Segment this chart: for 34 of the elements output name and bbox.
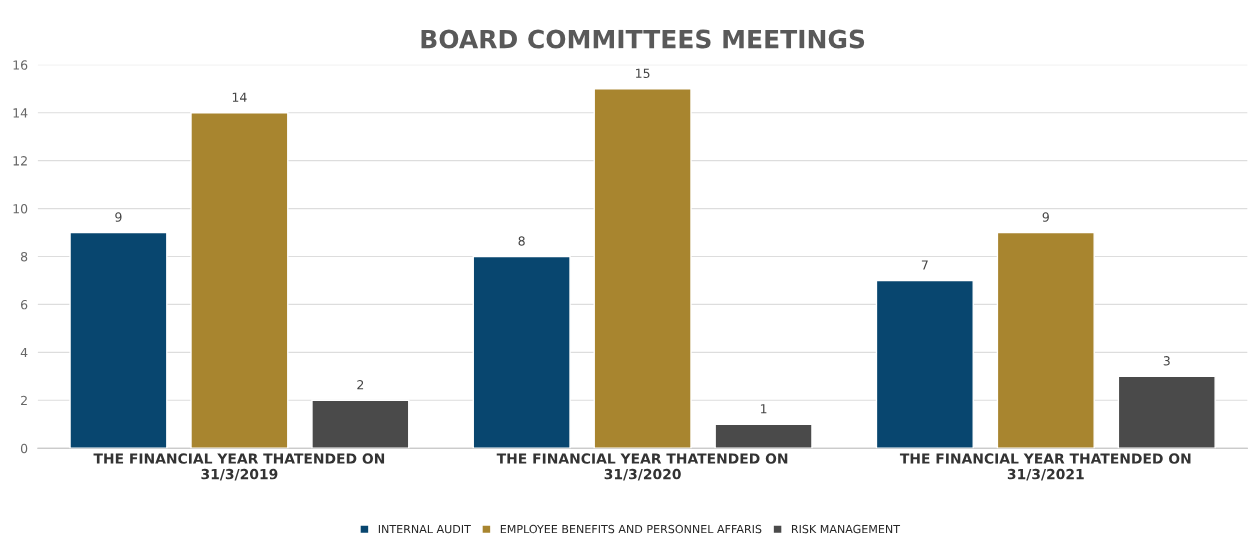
- bar: [69, 231, 168, 449]
- bar: [190, 112, 289, 449]
- bar: [472, 255, 571, 449]
- y-tick-label: 8: [20, 251, 28, 262]
- legend-label: RISK MANAGEMENT: [791, 524, 901, 534]
- bar: [714, 423, 813, 449]
- x-tick-label: THE FINANCIAL YEAR THATENDED ON 31/3/2019: [93, 453, 385, 481]
- data-label: 9: [1042, 212, 1049, 222]
- data-label: 1: [760, 404, 767, 414]
- x-tick-label: THE FINANCIAL YEAR THATENDED ON 31/3/2021: [899, 453, 1191, 481]
- data-label: 7: [921, 260, 928, 270]
- bar: [311, 399, 410, 449]
- data-label: 2: [357, 380, 364, 390]
- data-label: 3: [1163, 356, 1170, 366]
- y-tick-label: 12: [13, 156, 27, 166]
- bar: [593, 88, 692, 449]
- x-tick-label: THE FINANCIAL YEAR THATENDED ON 31/3/2020: [496, 453, 788, 481]
- legend-label: INTERNAL AUDIT: [378, 524, 471, 534]
- y-tick-label: 10: [13, 204, 28, 214]
- y-tick-label: 4: [20, 347, 28, 358]
- data-label: 15: [636, 68, 650, 79]
- y-tick-label: 14: [13, 108, 28, 118]
- data-label: 14: [232, 92, 247, 102]
- y-tick-label: 6: [21, 299, 28, 310]
- y-tick-label: 2: [21, 395, 27, 406]
- bar: [1117, 375, 1216, 449]
- legend-label: EMPLOYEE BENEFITS AND PERSONNEL AFFARIS: [500, 524, 762, 534]
- chart-title: BOARD COMMITTEES MEETINGS: [421, 29, 865, 49]
- y-tick-label: 16: [13, 60, 28, 70]
- y-tick-label: 0: [20, 443, 28, 454]
- data-label: 8: [518, 236, 525, 246]
- bar: [875, 279, 974, 449]
- bar: [996, 231, 1095, 449]
- data-label: 9: [115, 212, 122, 222]
